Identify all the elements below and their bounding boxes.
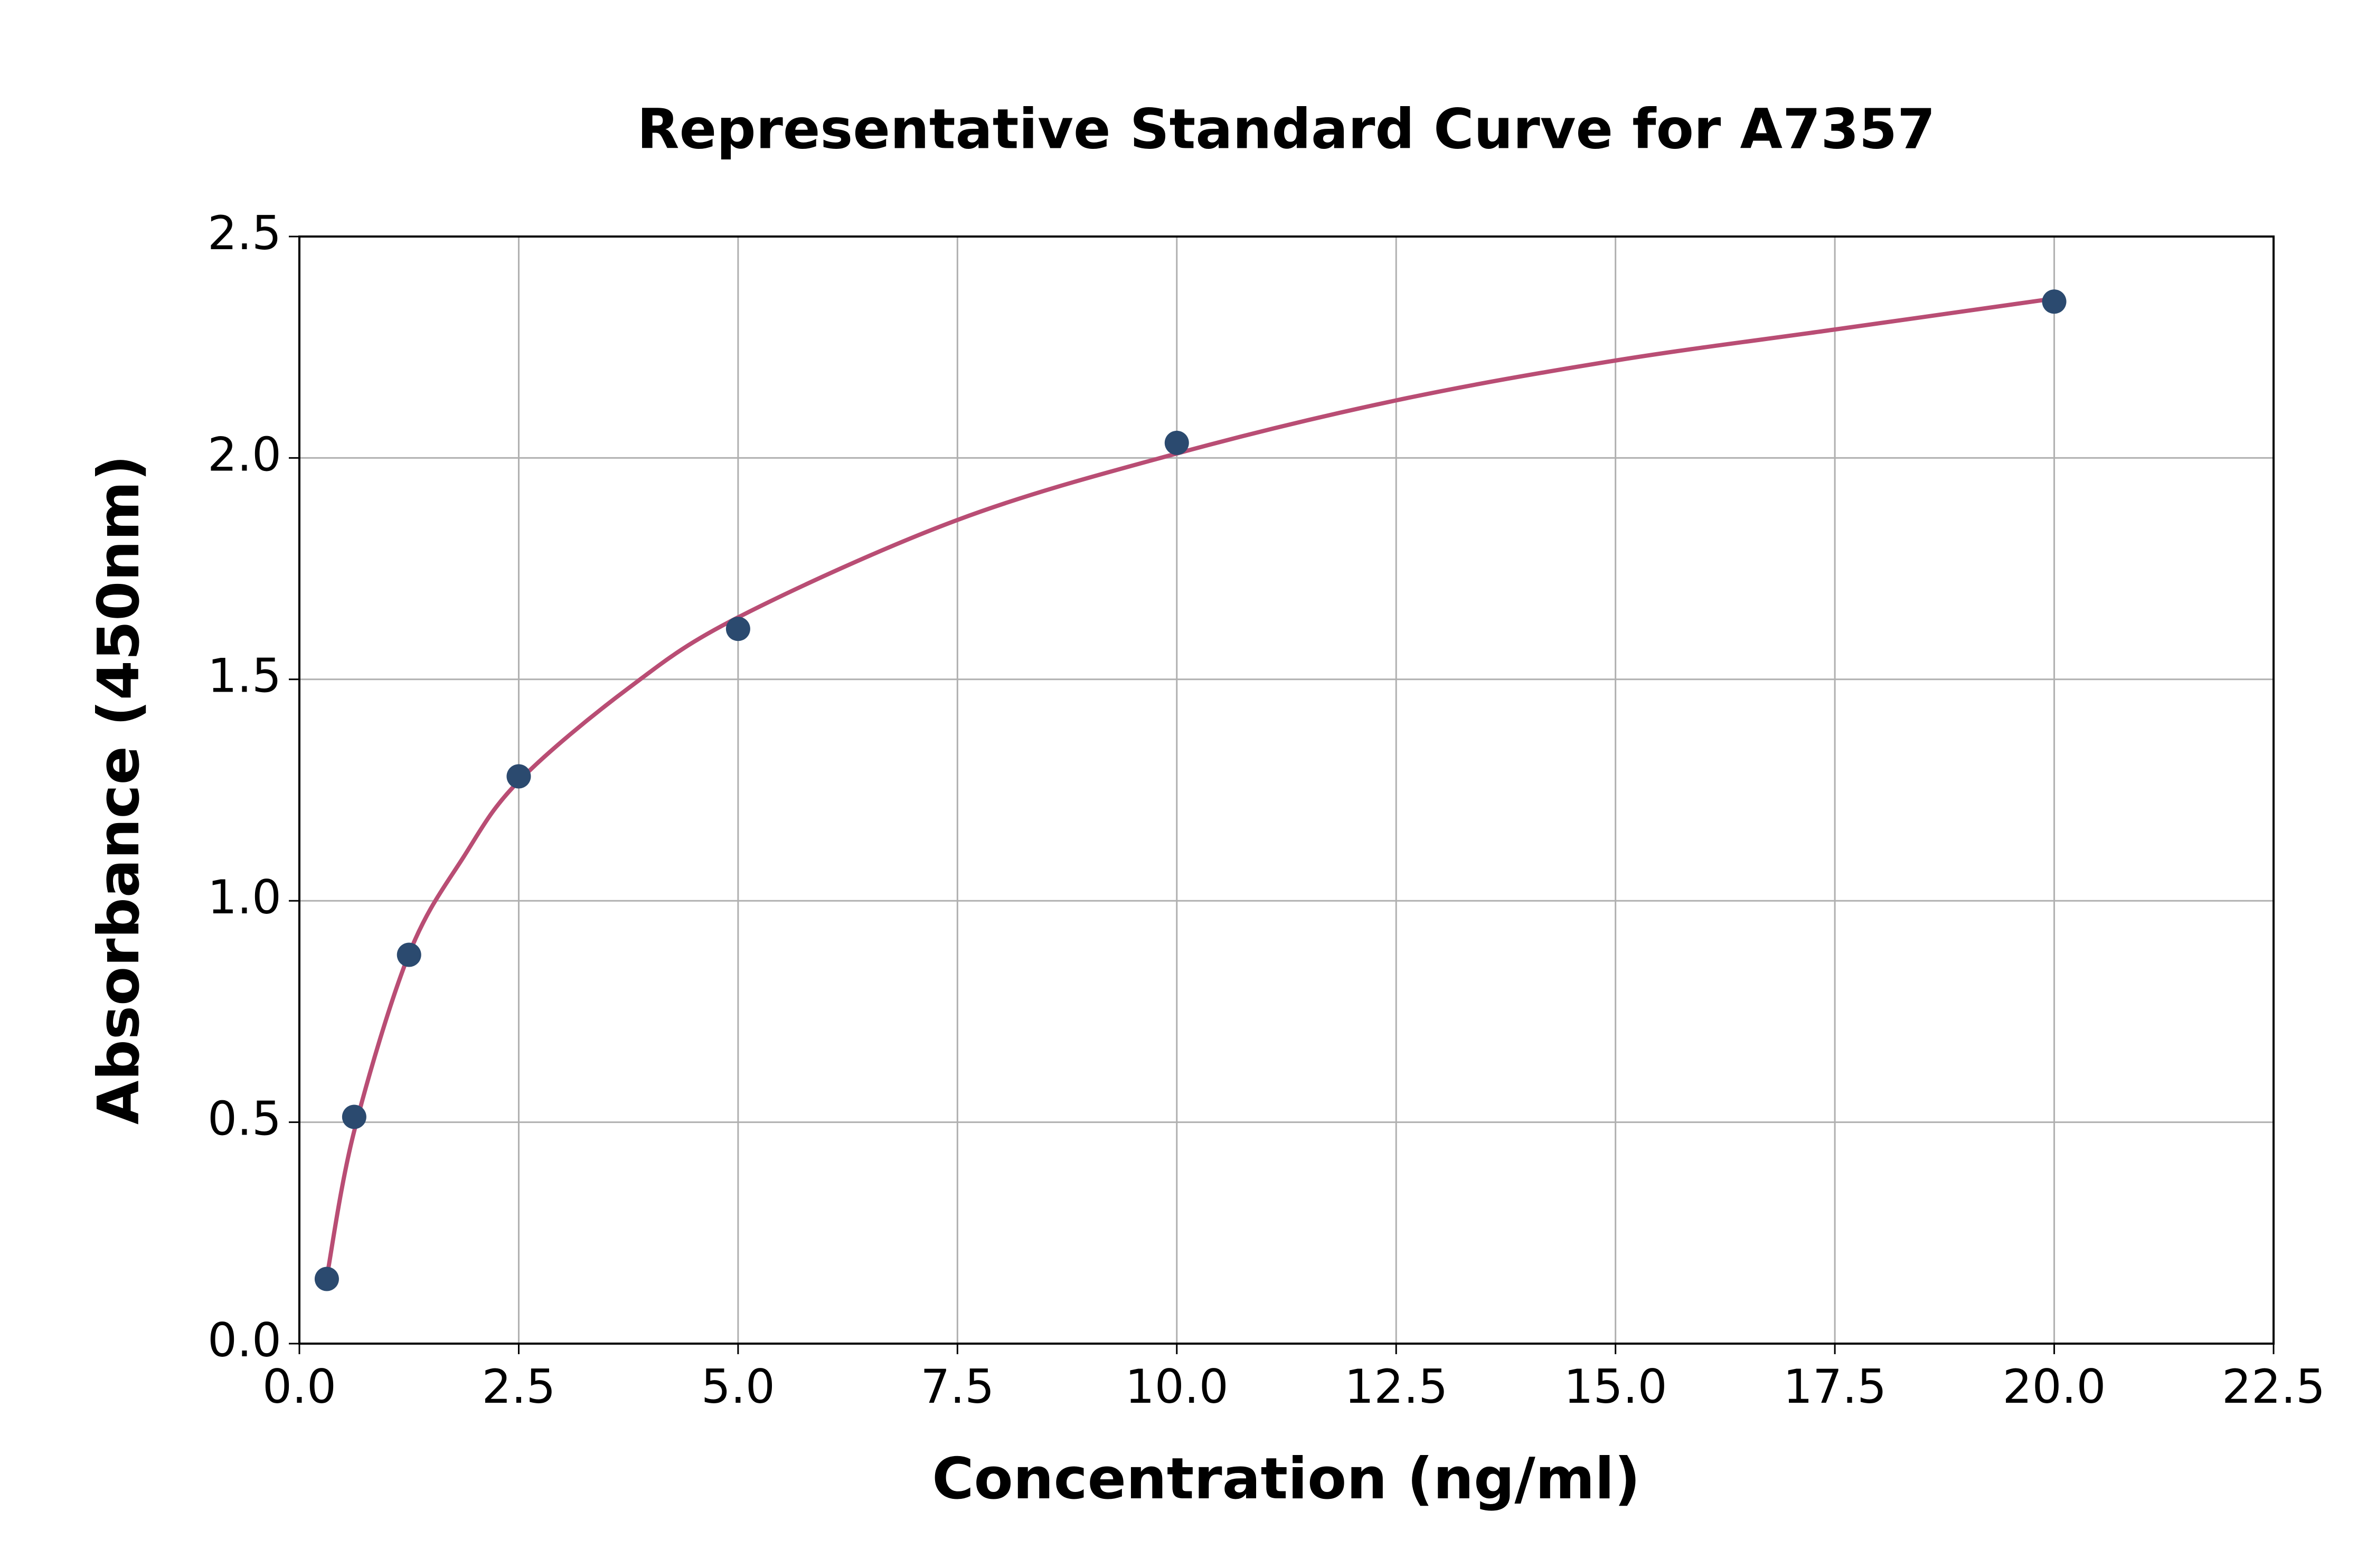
chart-title: Representative Standard Curve for A7357 <box>637 97 1936 161</box>
data-point <box>506 764 531 789</box>
x-tick-label: 12.5 <box>1344 1359 1448 1414</box>
data-point <box>1164 430 1189 455</box>
y-tick-label: 1.0 <box>208 870 281 924</box>
x-tick-label: 0.0 <box>262 1359 336 1414</box>
y-axis-label: Absorbance (450nm) <box>86 455 152 1125</box>
x-axis-label: Concentration (ng/ml) <box>932 1446 1640 1512</box>
y-tick-label: 0.0 <box>208 1313 281 1367</box>
y-tick-label: 2.5 <box>208 206 281 260</box>
data-point <box>725 617 750 641</box>
plot-frame <box>298 235 2275 1345</box>
x-tick-label: 10.0 <box>1125 1359 1229 1414</box>
data-point <box>2042 289 2067 314</box>
x-tick-label: 5.0 <box>701 1359 775 1414</box>
x-tick-label: 22.5 <box>2222 1359 2325 1414</box>
y-tick-label: 2.0 <box>208 427 281 481</box>
x-tick-label: 7.5 <box>920 1359 994 1414</box>
x-tick-label: 15.0 <box>1564 1359 1667 1414</box>
x-tick-label: 17.5 <box>1783 1359 1887 1414</box>
x-tick-label: 20.0 <box>2003 1359 2106 1414</box>
x-tick-label: 2.5 <box>482 1359 555 1414</box>
data-point <box>314 1267 339 1291</box>
y-tick-label: 0.5 <box>208 1092 281 1146</box>
data-point <box>342 1104 366 1129</box>
data-point <box>397 942 421 967</box>
y-tick-label: 1.5 <box>208 649 281 703</box>
